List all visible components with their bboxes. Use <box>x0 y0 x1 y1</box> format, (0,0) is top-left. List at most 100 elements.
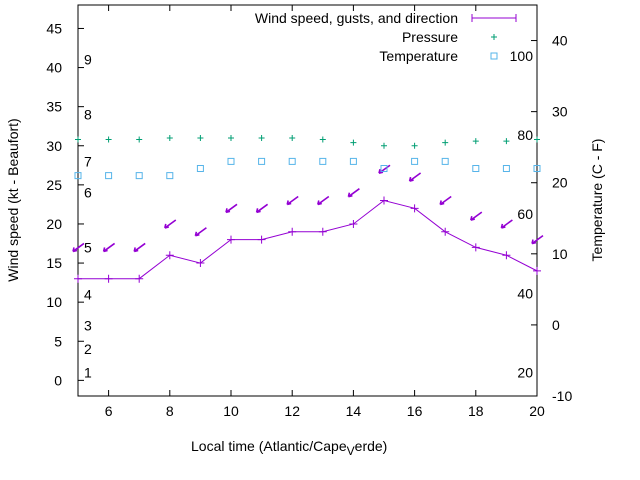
pressure-point <box>442 139 449 146</box>
y-tick-label: 45 <box>46 20 62 36</box>
pressure-point <box>411 142 418 149</box>
gust-direction-arrow <box>286 195 299 206</box>
temperature-point <box>258 157 266 165</box>
pressure-point <box>197 134 204 141</box>
wind-speed-point <box>257 235 266 244</box>
wind-speed-point <box>410 204 419 213</box>
pressure-point <box>166 134 173 141</box>
fahrenheit-label: 40 <box>517 286 533 302</box>
gust-direction-arrow <box>194 227 207 237</box>
beaufort-label: 3 <box>84 318 92 334</box>
wind-speed-point <box>533 266 541 275</box>
beaufort-label: 7 <box>84 153 92 169</box>
gust-direction-arrow <box>164 219 177 229</box>
y2-tick-label: 40 <box>552 33 568 49</box>
x-axis-label: Local time (Atlantic/CapeVerde) <box>191 438 387 458</box>
legend-label-temperature: Temperature <box>379 48 458 64</box>
x-tick-label: 6 <box>105 403 113 419</box>
gust-direction-arrow <box>347 188 360 198</box>
temperature-point <box>380 165 388 173</box>
y-tick-label: 30 <box>46 138 62 154</box>
y-tick-label: 0 <box>54 372 62 388</box>
x-tick-label: 8 <box>166 403 174 419</box>
temperature-point <box>319 157 327 165</box>
x-tick-label: 16 <box>407 403 423 419</box>
y-tick-label: 35 <box>46 99 62 115</box>
temperature-point <box>288 157 296 165</box>
gust-direction-arrow <box>255 203 269 214</box>
pressure-point <box>381 142 387 149</box>
beaufort-label: 1 <box>84 365 92 381</box>
fahrenheit-label: 80 <box>517 127 533 143</box>
temperature-point <box>533 165 541 173</box>
y-tick-label: 20 <box>46 216 62 232</box>
pressure-point <box>75 136 81 143</box>
y2-axis-label: Temperature (C - F) <box>589 139 605 262</box>
wind-speed-line <box>78 199 538 280</box>
wind-speed-point <box>104 274 113 283</box>
beaufort-label: 2 <box>84 341 92 357</box>
y2-tick-label: -10 <box>552 388 572 404</box>
wind-speed-point <box>227 235 235 244</box>
temperature-point <box>502 165 510 173</box>
temperature-point <box>135 172 143 180</box>
temperature-point <box>105 172 113 180</box>
wind-speed-point <box>471 243 480 252</box>
wind-speed-point <box>196 259 205 268</box>
gust-direction-arrow <box>439 195 452 206</box>
legend-swatch-pressure <box>491 34 497 40</box>
temperature-point <box>227 157 235 165</box>
y2-tick-label: 20 <box>552 175 568 191</box>
fahrenheit-label: 100 <box>510 48 534 64</box>
temperature-point <box>472 165 480 173</box>
x-axis-label-main: Local time (Atlantic/Cape <box>191 438 347 454</box>
y-tick-label: 25 <box>46 177 62 193</box>
beaufort-label: 6 <box>84 185 92 201</box>
wind-speed-point <box>441 227 450 236</box>
pressure-point <box>503 138 510 145</box>
temperature-point <box>166 172 174 180</box>
pressure-point <box>350 139 357 146</box>
beaufort-label: 4 <box>84 286 92 302</box>
legend-swatch-temperature <box>490 52 498 60</box>
wind-speed-point <box>380 196 388 205</box>
pressure-point <box>319 136 326 143</box>
legend-label-pressure: Pressure <box>402 29 458 45</box>
x-axis-label-sub: V <box>347 444 355 458</box>
temperature-point <box>349 157 357 165</box>
gust-direction-arrow <box>72 242 85 253</box>
y-axis-label: Wind speed (kt - Beaufort) <box>5 118 21 281</box>
wind-speed-point <box>135 274 144 283</box>
plot-frame <box>77 4 538 397</box>
wind-speed-point <box>349 219 358 228</box>
legend-label-wind: Wind speed, gusts, and direction <box>255 10 458 26</box>
beaufort-label: 5 <box>84 239 92 255</box>
wind-speed-point <box>318 227 327 236</box>
pressure-point <box>105 136 112 143</box>
x-tick-label: 14 <box>346 403 362 419</box>
x-axis-label-tail: erde) <box>355 438 388 454</box>
y-tick-label: 10 <box>46 294 62 310</box>
pressure-point <box>136 136 143 143</box>
legend-swatch-wind-ends <box>471 14 517 22</box>
pressure-point <box>289 134 296 141</box>
wind-speed-point <box>165 251 174 260</box>
wind-speed-point <box>502 251 511 260</box>
wind-speed-point <box>74 274 82 283</box>
gust-direction-arrow <box>102 242 116 253</box>
gust-direction-arrow <box>317 195 330 206</box>
x-tick-label: 12 <box>284 403 300 419</box>
y-tick-label: 15 <box>46 255 62 271</box>
y2-tick-label: 30 <box>552 104 568 120</box>
beaufort-label: 8 <box>84 106 92 122</box>
temperature-point <box>196 165 204 173</box>
x-tick-label: 18 <box>468 403 484 419</box>
pressure-point <box>472 138 479 145</box>
pressure-point <box>534 136 540 143</box>
y-tick-label: 40 <box>46 60 62 76</box>
x-tick-label: 20 <box>529 403 545 419</box>
gust-direction-arrow <box>225 203 238 214</box>
gust-direction-arrow <box>500 219 513 229</box>
wind-speed-point <box>288 227 297 236</box>
